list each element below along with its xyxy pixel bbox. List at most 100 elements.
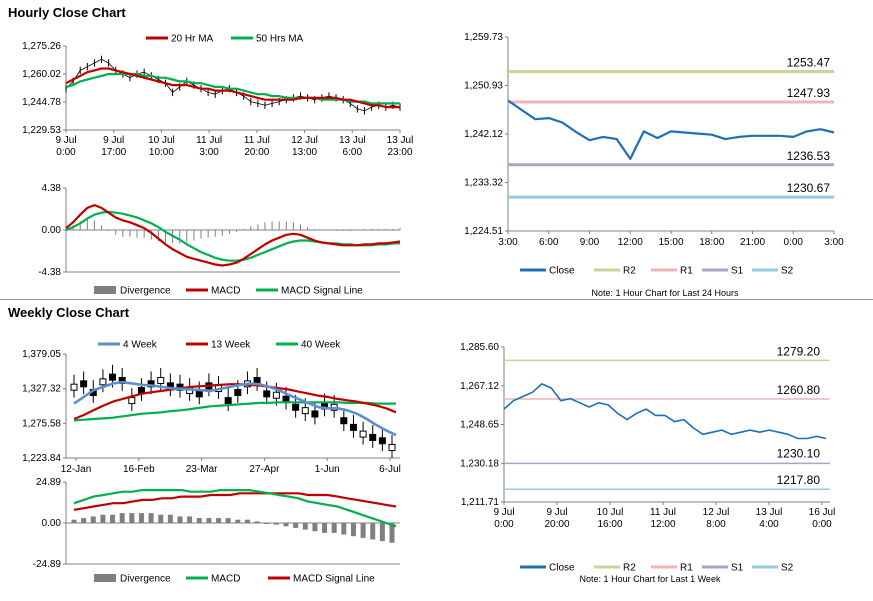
- weekly-macd-y-tick-label: 0.00: [42, 518, 62, 529]
- weekly-levels-y-tick-label: 1,248.65: [460, 420, 499, 431]
- weekly-levels-legend-r2: R2: [623, 563, 636, 574]
- hourly-legend-divergence: Divergence: [120, 286, 171, 297]
- hourly-macd-y-tick-label: 4.38: [42, 183, 62, 194]
- weekly-levels-x-tick-label: 9 Jul: [493, 507, 514, 518]
- hourly-price-x-tick-label: 0:00: [56, 147, 76, 158]
- hourly-legend-divergence-swatch: [94, 286, 116, 294]
- weekly-levels-x-tick-label: 10 Jul: [597, 507, 624, 518]
- weekly-level-r1-label: 1260.80: [777, 383, 821, 397]
- hourly-price-y-tick-label: 1,275.26: [22, 41, 61, 52]
- weekly-legend-13week: 13 Week: [211, 340, 251, 351]
- weekly-candle-body: [234, 389, 242, 397]
- hourly-price-x-tick-label: 11 Jul: [196, 135, 222, 146]
- hourly-price-x-tick-label: 6:00: [343, 147, 363, 158]
- hourly-levels-x-tick-label: 6:00: [539, 237, 559, 248]
- hourly-levels-legend-s2: S2: [781, 266, 794, 277]
- weekly-candle-body: [109, 373, 117, 381]
- weekly-price-y-tick-label: 1,275.58: [22, 418, 61, 429]
- hourly-levels-x-tick-label: 18:00: [699, 237, 724, 248]
- hourly-price-y-tick-label: 1,229.53: [22, 125, 61, 136]
- weekly-divergence-bar: [148, 513, 154, 523]
- weekly-candle-body: [369, 433, 377, 441]
- weekly-price-y-tick-label: 1,379.05: [22, 349, 61, 360]
- weekly-levels-x-tick-label: 0:00: [494, 519, 514, 530]
- hourly-macd-y-tick-label: -4.38: [38, 267, 61, 278]
- hourly-levels-y-tick-label: 1,259.73: [464, 32, 503, 43]
- hourly-price-y-tick-label: 1,260.02: [22, 69, 61, 80]
- weekly-divergence-bar: [110, 514, 116, 523]
- weekly-levels-x-tick-label: 20:00: [544, 519, 569, 530]
- weekly-divergence-bar: [216, 518, 222, 523]
- weekly-levels-x-tick-label: 12:00: [650, 519, 675, 530]
- weekly-divergence-bar: [138, 513, 144, 523]
- weekly-candle-body: [80, 380, 88, 388]
- weekly-divergence-bar: [273, 523, 279, 525]
- weekly-divergence-bar: [177, 516, 183, 523]
- weekly-levels-x-tick-label: 8:00: [706, 519, 726, 530]
- weekly-levels-y-tick-label: 1,230.18: [460, 458, 499, 469]
- weekly-section-title: Weekly Close Chart: [8, 305, 130, 320]
- weekly-divergence-bar: [283, 523, 289, 527]
- weekly-divergence-bar: [370, 523, 376, 540]
- hourly-price-x-tick-label: 13:00: [292, 147, 317, 158]
- hourly-level-s2-label: 1230.67: [787, 181, 831, 195]
- hourly-levels-note: Note: 1 Hour Chart for Last 24 Hours: [591, 288, 739, 298]
- weekly-levels-x-tick-label: 12 Jul: [703, 507, 730, 518]
- hourly-level-r1-label: 1247.93: [787, 86, 831, 100]
- weekly-divergence-bar: [196, 518, 202, 523]
- hourly-price-x-tick-label: 11 Jul: [244, 135, 270, 146]
- weekly-divergence-bar: [100, 514, 106, 523]
- hourly-macd-y-tick-label: 0.00: [42, 225, 62, 236]
- hourly-price-y-tick-label: 1,244.78: [22, 97, 61, 108]
- hourly-levels-legend-r2: R2: [623, 266, 636, 277]
- weekly-level-r2-label: 1279.20: [777, 344, 821, 358]
- weekly-divergence-bar: [225, 518, 231, 523]
- weekly-candle-body: [349, 423, 357, 431]
- weekly-divergence-bar: [129, 513, 135, 523]
- hourly-levels-legend-s1: S1: [731, 266, 744, 277]
- weekly-divergence-bar: [312, 523, 318, 532]
- weekly-divergence-bar: [360, 523, 366, 538]
- weekly-levels-y-tick-label: 1,211.71: [461, 497, 500, 508]
- weekly-ma40-line: [73, 401, 396, 422]
- weekly-levels-x-tick-label: 9 Jul: [546, 507, 567, 518]
- hourly-legend-macd: MACD: [211, 286, 240, 297]
- section-divider: [0, 299, 873, 300]
- weekly-divergence-bar: [379, 523, 385, 542]
- weekly-divergence-bar: [264, 523, 270, 524]
- weekly-candle-body: [128, 397, 136, 405]
- hourly-price-x-tick-label: 23:00: [387, 147, 412, 158]
- hourly-legend-ma50: 50 Hrs MA: [256, 34, 304, 45]
- hourly-price-x-tick-label: 13 Jul: [387, 135, 414, 146]
- hourly-section-title: Hourly Close Chart: [8, 5, 126, 20]
- weekly-candle-body: [359, 430, 367, 438]
- weekly-price-x-tick-label: 16-Feb: [123, 464, 155, 475]
- weekly-levels-legend-s2: S2: [781, 563, 794, 574]
- hourly-price-x-tick-label: 9 Jul: [55, 135, 76, 146]
- weekly-close-line: [503, 383, 827, 440]
- weekly-divergence-bar: [389, 523, 395, 543]
- hourly-price-x-tick-label: 10 Jul: [148, 135, 175, 146]
- weekly-price-x-tick-label: 23-Mar: [186, 464, 218, 475]
- weekly-levels-legend-close: Close: [549, 563, 575, 574]
- hourly-level-s1-label: 1236.53: [787, 149, 831, 163]
- weekly-price-x-tick-label: 12-Jan: [61, 464, 92, 475]
- weekly-levels-x-tick-label: 16 Jul: [809, 507, 836, 518]
- weekly-divergence-bar: [187, 516, 193, 523]
- weekly-divergence-bar: [206, 518, 212, 523]
- weekly-price-y-tick-label: 1,327.32: [22, 384, 61, 395]
- hourly-legend-macd-signal: MACD Signal Line: [281, 286, 363, 297]
- weekly-levels-x-tick-label: 11 Jul: [650, 507, 676, 518]
- hourly-levels-y-tick-label: 1,224.51: [464, 226, 503, 237]
- hourly-price-x-tick-label: 17:00: [101, 147, 126, 158]
- weekly-divergence-bar: [293, 523, 299, 528]
- hourly-levels-x-tick-label: 15:00: [658, 237, 683, 248]
- weekly-divergence-bar: [302, 523, 308, 530]
- weekly-levels-y-tick-label: 1,285.60: [460, 342, 499, 353]
- hourly-price-x-tick-label: 12 Jul: [291, 135, 318, 146]
- weekly-divergence-bar: [331, 523, 337, 533]
- weekly-divergence-bar: [350, 523, 356, 537]
- weekly-candle-body: [157, 376, 165, 384]
- weekly-candle-body: [301, 407, 309, 415]
